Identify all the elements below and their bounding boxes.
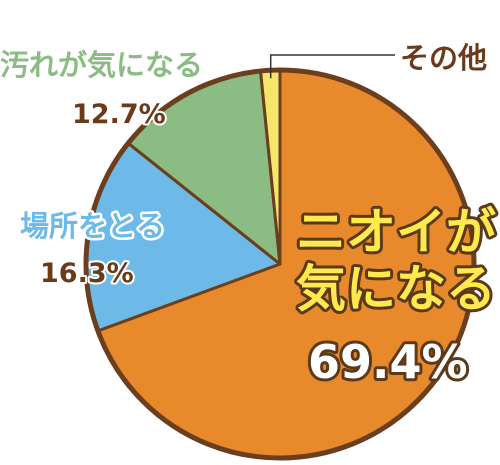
slice-value-label: 16.3% bbox=[40, 258, 134, 289]
slice-label: 汚れが気になる bbox=[0, 48, 203, 82]
slice-value-label: 12.7% bbox=[72, 99, 166, 130]
slice-value-label: 69.4% bbox=[308, 335, 468, 389]
slice-label-line-1: ニオイが bbox=[296, 203, 496, 261]
pie-slices bbox=[84, 68, 476, 460]
slice-label: 場所をとる bbox=[20, 209, 165, 243]
pie-outline bbox=[83, 67, 477, 461]
slice-label-line-2: 気になる bbox=[296, 260, 496, 318]
slice-label: その他 bbox=[400, 41, 487, 75]
leader-line bbox=[269, 54, 395, 79]
